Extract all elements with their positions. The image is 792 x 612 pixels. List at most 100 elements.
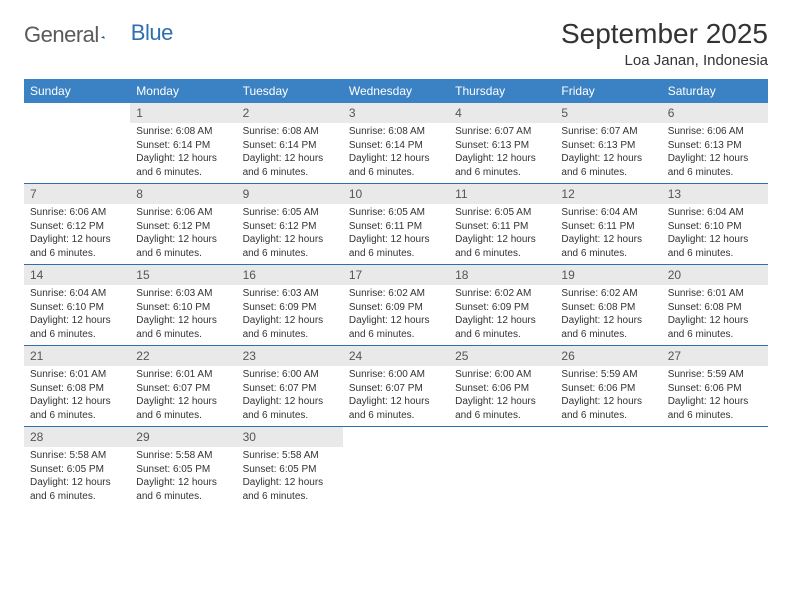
day-detail-text: Sunrise: 5:58 AMSunset: 6:05 PMDaylight:… [130,447,236,507]
day-number: 16 [237,265,343,285]
day-detail-text: Sunrise: 5:58 AMSunset: 6:05 PMDaylight:… [237,447,343,507]
day-detail-text: Sunrise: 6:03 AMSunset: 6:09 PMDaylight:… [237,285,343,345]
weekday-header-row: Sunday Monday Tuesday Wednesday Thursday… [24,79,768,103]
day-detail-cell: Sunrise: 6:04 AMSunset: 6:10 PMDaylight:… [24,285,130,346]
day-number-cell: 9 [237,184,343,205]
day-detail-row: Sunrise: 6:01 AMSunset: 6:08 PMDaylight:… [24,366,768,427]
day-detail-cell: Sunrise: 6:07 AMSunset: 6:13 PMDaylight:… [555,123,661,184]
day-number: 15 [130,265,236,285]
day-number-cell: 24 [343,346,449,367]
day-detail-cell [343,447,449,507]
weekday-header: Saturday [662,79,768,103]
day-number: 30 [237,427,343,447]
day-detail-row: Sunrise: 6:06 AMSunset: 6:12 PMDaylight:… [24,204,768,265]
day-number-cell: 21 [24,346,130,367]
day-number: 6 [662,103,768,123]
day-number-cell: 19 [555,265,661,286]
day-number-cell: 17 [343,265,449,286]
day-number-cell: 11 [449,184,555,205]
day-number: 12 [555,184,661,204]
day-detail-cell: Sunrise: 6:05 AMSunset: 6:12 PMDaylight:… [237,204,343,265]
day-detail-cell: Sunrise: 5:59 AMSunset: 6:06 PMDaylight:… [555,366,661,427]
day-number: 7 [24,184,130,204]
day-number-cell: 23 [237,346,343,367]
day-detail-text: Sunrise: 6:05 AMSunset: 6:11 PMDaylight:… [343,204,449,264]
day-detail-cell: Sunrise: 6:02 AMSunset: 6:08 PMDaylight:… [555,285,661,346]
day-detail-cell: Sunrise: 6:01 AMSunset: 6:08 PMDaylight:… [24,366,130,427]
day-detail-text: Sunrise: 6:06 AMSunset: 6:13 PMDaylight:… [662,123,768,183]
day-detail-cell [555,447,661,507]
brand-triangle-icon [101,26,105,44]
day-number: 14 [24,265,130,285]
day-detail-text: Sunrise: 6:07 AMSunset: 6:13 PMDaylight:… [555,123,661,183]
day-detail-text: Sunrise: 6:02 AMSunset: 6:09 PMDaylight:… [449,285,555,345]
day-number-cell: 18 [449,265,555,286]
day-detail-text: Sunrise: 6:04 AMSunset: 6:10 PMDaylight:… [24,285,130,345]
calendar-table: Sunday Monday Tuesday Wednesday Thursday… [24,79,768,507]
day-number-cell: 26 [555,346,661,367]
day-detail-text: Sunrise: 6:06 AMSunset: 6:12 PMDaylight:… [24,204,130,264]
day-detail-text: Sunrise: 6:02 AMSunset: 6:09 PMDaylight:… [343,285,449,345]
day-number-cell: 3 [343,103,449,123]
day-detail-cell: Sunrise: 6:05 AMSunset: 6:11 PMDaylight:… [343,204,449,265]
day-number-cell: 12 [555,184,661,205]
day-number: 27 [662,346,768,366]
day-detail-cell: Sunrise: 5:58 AMSunset: 6:05 PMDaylight:… [237,447,343,507]
day-number-cell: 5 [555,103,661,123]
brand-word-2: Blue [131,20,173,46]
day-detail-text: Sunrise: 6:05 AMSunset: 6:12 PMDaylight:… [237,204,343,264]
day-detail-cell: Sunrise: 6:06 AMSunset: 6:12 PMDaylight:… [130,204,236,265]
weekday-header: Thursday [449,79,555,103]
day-detail-text: Sunrise: 6:04 AMSunset: 6:10 PMDaylight:… [662,204,768,264]
weekday-header: Monday [130,79,236,103]
day-detail-text: Sunrise: 6:05 AMSunset: 6:11 PMDaylight:… [449,204,555,264]
day-detail-cell [662,447,768,507]
day-number-cell: 20 [662,265,768,286]
weekday-header: Sunday [24,79,130,103]
day-detail-cell: Sunrise: 5:58 AMSunset: 6:05 PMDaylight:… [24,447,130,507]
day-number-row: 123456 [24,103,768,123]
day-detail-cell: Sunrise: 6:02 AMSunset: 6:09 PMDaylight:… [449,285,555,346]
day-number: 25 [449,346,555,366]
day-detail-text: Sunrise: 6:08 AMSunset: 6:14 PMDaylight:… [130,123,236,183]
day-number-cell: 28 [24,427,130,448]
day-detail-text: Sunrise: 6:08 AMSunset: 6:14 PMDaylight:… [343,123,449,183]
day-detail-cell: Sunrise: 6:04 AMSunset: 6:11 PMDaylight:… [555,204,661,265]
day-number-cell [343,427,449,448]
day-detail-text: Sunrise: 5:58 AMSunset: 6:05 PMDaylight:… [24,447,130,507]
weekday-header: Friday [555,79,661,103]
day-detail-cell: Sunrise: 6:05 AMSunset: 6:11 PMDaylight:… [449,204,555,265]
location-label: Loa Janan, Indonesia [561,52,768,69]
day-number: 28 [24,427,130,447]
weekday-header: Wednesday [343,79,449,103]
calendar-page: General Blue September 2025 Loa Janan, I… [0,0,792,612]
day-number: 9 [237,184,343,204]
title-block: September 2025 Loa Janan, Indonesia [561,18,768,69]
day-number-cell: 14 [24,265,130,286]
day-number: 8 [130,184,236,204]
day-number: 2 [237,103,343,123]
day-detail-row: Sunrise: 6:04 AMSunset: 6:10 PMDaylight:… [24,285,768,346]
brand-logo: General Blue [24,18,173,48]
day-detail-cell: Sunrise: 6:00 AMSunset: 6:07 PMDaylight:… [237,366,343,427]
day-detail-cell: Sunrise: 6:03 AMSunset: 6:09 PMDaylight:… [237,285,343,346]
day-number-cell: 29 [130,427,236,448]
day-number: 4 [449,103,555,123]
day-number: 19 [555,265,661,285]
day-detail-cell: Sunrise: 6:00 AMSunset: 6:06 PMDaylight:… [449,366,555,427]
day-number-row: 282930 [24,427,768,448]
day-detail-text: Sunrise: 6:08 AMSunset: 6:14 PMDaylight:… [237,123,343,183]
day-number-cell [555,427,661,448]
day-number-cell [662,427,768,448]
day-number: 26 [555,346,661,366]
day-number-cell: 27 [662,346,768,367]
day-number: 1 [130,103,236,123]
day-number-cell: 15 [130,265,236,286]
month-title: September 2025 [561,18,768,50]
day-number-cell: 8 [130,184,236,205]
day-number: 13 [662,184,768,204]
day-detail-cell: Sunrise: 6:06 AMSunset: 6:13 PMDaylight:… [662,123,768,184]
day-detail-cell: Sunrise: 5:58 AMSunset: 6:05 PMDaylight:… [130,447,236,507]
day-detail-text: Sunrise: 6:01 AMSunset: 6:07 PMDaylight:… [130,366,236,426]
day-detail-cell: Sunrise: 6:00 AMSunset: 6:07 PMDaylight:… [343,366,449,427]
